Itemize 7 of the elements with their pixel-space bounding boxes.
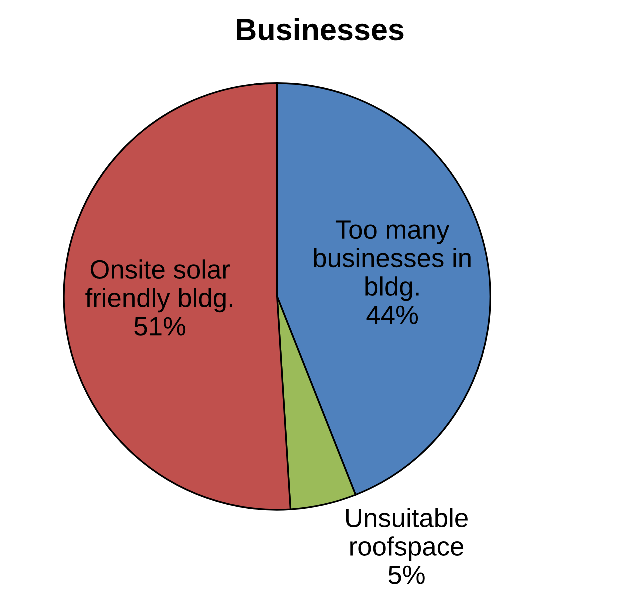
data-label: 51% bbox=[134, 317, 186, 336]
chart-title: Businesses bbox=[237, 18, 404, 41]
slice-label: Onsite solar friendly bldg. bbox=[86, 260, 232, 313]
slice-label: Unsuitable roofspace bbox=[346, 508, 468, 562]
slice-label: Too many businesses in bldg. bbox=[314, 220, 471, 302]
data-label: 5% bbox=[388, 566, 425, 584]
data-label: 44% bbox=[366, 306, 418, 324]
